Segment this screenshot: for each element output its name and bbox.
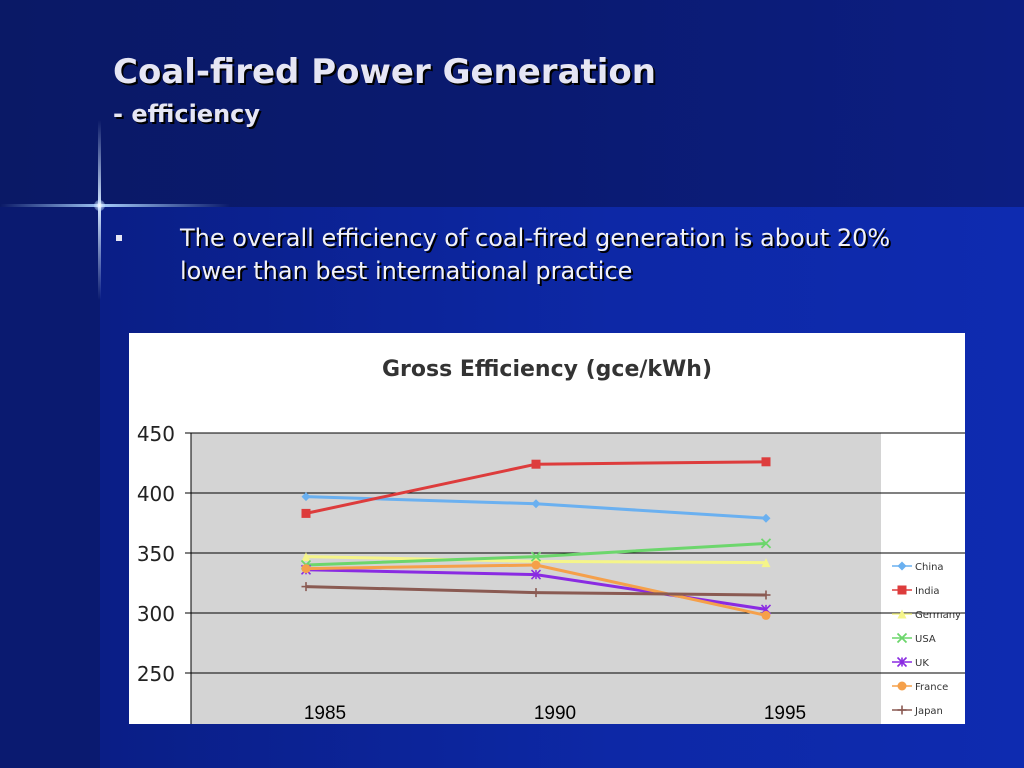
point-france-1985 [301,564,311,574]
sparkle-horizontal [0,204,230,207]
legend-item-germany: Germany [892,609,961,621]
point-germany-1985 [301,552,311,562]
bullet-marker [116,235,122,241]
point-usa-1995 [760,538,772,549]
x-tick-label: 1995 [764,703,806,724]
legend-item-japan: Japan [892,705,943,717]
y-tick-label: 400 [137,482,175,506]
point-france-1995 [761,610,771,620]
legend-item-india: India [892,585,940,597]
point-france-1990 [531,560,541,570]
chart-panel: Gross Efficiency (gce/kWh) 450 400 350 300 25… [129,333,965,724]
point-japan-1985 [301,582,311,592]
slide-title: Coal-fired Power Generation [113,52,656,92]
slide-subtitle: - efficiency [113,100,261,128]
legend-marker-france [897,681,907,691]
legend-marker-india [897,585,907,595]
legend-marker-uk [896,656,908,668]
legend-label-germany: Germany [915,610,961,621]
y-tick-label: 350 [137,542,175,566]
bullet-text: The overall efficiency of coal-fired gen… [180,224,891,285]
point-china-1995 [761,513,771,523]
y-tick-label: 300 [137,602,175,626]
legend-item-france: France [892,681,948,693]
series-france [301,560,771,620]
legend-marker-germany [897,609,907,619]
point-germany-1995 [761,558,771,568]
series-china [301,492,771,523]
left-strip [0,207,100,768]
point-india-1985 [301,508,311,518]
point-japan-1995 [761,590,771,600]
legend-label-japan: Japan [914,706,943,717]
legend-item-usa: USA [892,632,936,645]
series-india [301,457,771,518]
y-tick-label: 250 [137,662,175,686]
point-india-1995 [761,457,771,467]
x-tick-label: 1985 [304,703,346,724]
legend-marker-japan [897,705,907,715]
point-japan-1990 [531,588,541,598]
x-tick-label: 1990 [534,703,576,724]
point-india-1990 [531,459,541,469]
efficiency-chart: Gross Efficiency (gce/kWh) 450 400 350 300 25… [137,357,965,724]
legend-label-india: India [915,586,940,597]
point-uk-1990 [530,569,542,580]
point-china-1990 [531,499,541,509]
legend-label-france: France [915,682,948,693]
legend-marker-usa [896,632,908,644]
sparkle-core [94,200,105,211]
legend-item-china: China [892,561,944,573]
legend: China India Germany USA UK France Japan [892,561,961,717]
legend-marker-china [897,561,907,571]
legend-label-uk: UK [915,658,929,669]
header-band [0,0,1024,207]
y-tick-label: 450 [137,422,175,446]
point-china-1985 [301,492,311,502]
series-japan [301,582,771,600]
legend-label-usa: USA [915,634,936,645]
chart-title: Gross Efficiency (gce/kWh) [382,357,712,382]
point-usa-1990 [530,551,542,562]
legend-label-china: China [915,562,944,573]
legend-item-uk: UK [892,656,929,669]
